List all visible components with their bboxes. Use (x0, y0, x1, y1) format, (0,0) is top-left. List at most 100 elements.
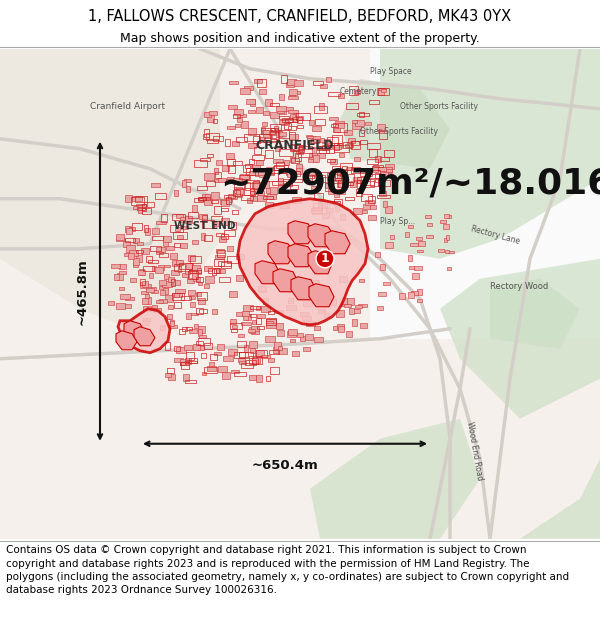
FancyBboxPatch shape (326, 78, 331, 82)
Bar (182, 328, 187, 331)
FancyBboxPatch shape (303, 300, 311, 306)
FancyBboxPatch shape (380, 166, 388, 171)
FancyBboxPatch shape (133, 206, 138, 209)
Bar (250, 314, 256, 317)
FancyBboxPatch shape (207, 116, 214, 122)
FancyBboxPatch shape (297, 333, 303, 338)
FancyBboxPatch shape (215, 255, 224, 259)
Bar (233, 184, 244, 189)
Bar (171, 279, 175, 286)
FancyBboxPatch shape (418, 241, 425, 246)
FancyBboxPatch shape (258, 286, 266, 291)
FancyBboxPatch shape (179, 359, 187, 365)
Bar (314, 193, 323, 199)
FancyBboxPatch shape (254, 79, 262, 83)
FancyBboxPatch shape (280, 204, 289, 208)
Bar (331, 182, 344, 189)
FancyBboxPatch shape (221, 165, 229, 171)
FancyBboxPatch shape (322, 139, 331, 143)
FancyBboxPatch shape (167, 314, 172, 319)
FancyBboxPatch shape (185, 263, 193, 269)
FancyBboxPatch shape (229, 291, 238, 298)
Bar (297, 124, 303, 127)
FancyBboxPatch shape (137, 242, 143, 244)
FancyBboxPatch shape (234, 188, 242, 193)
Bar (220, 277, 230, 281)
FancyBboxPatch shape (322, 144, 326, 149)
FancyBboxPatch shape (448, 251, 454, 253)
FancyBboxPatch shape (319, 202, 328, 208)
FancyBboxPatch shape (182, 273, 190, 278)
FancyBboxPatch shape (263, 131, 272, 137)
Bar (284, 122, 292, 129)
Bar (224, 230, 235, 236)
FancyBboxPatch shape (108, 301, 114, 306)
FancyBboxPatch shape (216, 160, 222, 165)
FancyBboxPatch shape (279, 120, 288, 124)
FancyBboxPatch shape (288, 110, 298, 113)
FancyBboxPatch shape (262, 181, 269, 188)
Bar (296, 112, 310, 121)
FancyBboxPatch shape (304, 294, 312, 296)
FancyBboxPatch shape (174, 357, 183, 362)
FancyBboxPatch shape (146, 288, 154, 292)
Bar (132, 223, 142, 229)
FancyBboxPatch shape (275, 311, 283, 313)
Bar (202, 220, 214, 228)
FancyBboxPatch shape (233, 191, 242, 197)
Bar (256, 318, 261, 324)
Bar (165, 342, 170, 351)
Bar (236, 137, 247, 142)
Bar (142, 208, 151, 214)
Bar (337, 171, 344, 174)
Bar (280, 116, 289, 119)
FancyBboxPatch shape (294, 79, 304, 86)
FancyBboxPatch shape (249, 327, 256, 332)
FancyBboxPatch shape (176, 235, 183, 239)
FancyBboxPatch shape (221, 218, 229, 225)
FancyBboxPatch shape (211, 192, 219, 199)
FancyBboxPatch shape (241, 322, 251, 325)
FancyBboxPatch shape (174, 190, 178, 196)
FancyBboxPatch shape (345, 144, 352, 147)
Bar (266, 376, 271, 381)
FancyBboxPatch shape (199, 335, 206, 339)
Bar (231, 222, 236, 229)
FancyBboxPatch shape (370, 205, 376, 209)
FancyBboxPatch shape (146, 284, 151, 290)
FancyBboxPatch shape (265, 99, 272, 106)
FancyBboxPatch shape (273, 159, 283, 163)
Polygon shape (118, 309, 170, 352)
FancyBboxPatch shape (192, 240, 198, 244)
FancyBboxPatch shape (190, 313, 198, 316)
FancyBboxPatch shape (405, 232, 409, 237)
FancyBboxPatch shape (320, 84, 328, 88)
FancyBboxPatch shape (214, 352, 221, 356)
FancyBboxPatch shape (353, 177, 361, 180)
FancyBboxPatch shape (245, 314, 251, 320)
FancyBboxPatch shape (292, 198, 301, 202)
FancyBboxPatch shape (187, 278, 194, 283)
FancyBboxPatch shape (306, 134, 313, 138)
Bar (239, 352, 248, 357)
FancyBboxPatch shape (446, 235, 449, 240)
FancyBboxPatch shape (253, 357, 260, 363)
FancyBboxPatch shape (126, 245, 135, 252)
FancyBboxPatch shape (312, 148, 316, 154)
FancyBboxPatch shape (384, 167, 392, 172)
FancyBboxPatch shape (172, 270, 179, 275)
FancyBboxPatch shape (151, 183, 160, 187)
Polygon shape (268, 241, 295, 264)
FancyBboxPatch shape (125, 297, 134, 300)
Bar (326, 144, 334, 153)
Bar (199, 197, 211, 200)
Polygon shape (490, 279, 580, 349)
Bar (215, 172, 221, 177)
Bar (245, 182, 250, 190)
FancyBboxPatch shape (284, 159, 289, 165)
FancyBboxPatch shape (139, 269, 144, 276)
FancyBboxPatch shape (255, 350, 264, 356)
FancyBboxPatch shape (383, 282, 390, 286)
FancyBboxPatch shape (174, 292, 179, 297)
Bar (199, 309, 206, 313)
